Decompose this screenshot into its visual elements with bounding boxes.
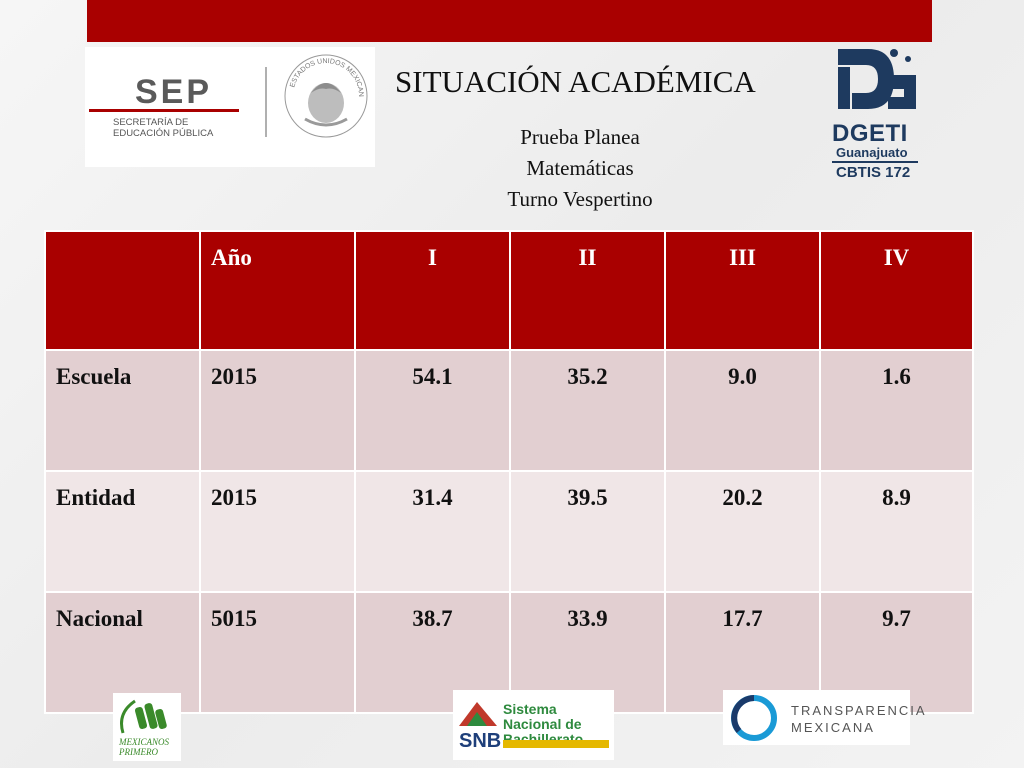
table-cell: 8.9: [819, 470, 974, 593]
snb-logo-name: Sistema Nacional de Bachillerato: [503, 701, 584, 747]
table-row: Escuela 2015 54.1 35.2 9.0 1.6: [44, 349, 974, 472]
table-cell: 1.6: [819, 349, 974, 472]
table-cell: 35.2: [509, 349, 666, 472]
dgeti-logo: DGETI Guanajuato CBTIS 172: [828, 45, 923, 185]
mexican-seal-icon: ESTADOS UNIDOS MEXICANOS: [283, 53, 368, 138]
header-cell: I: [354, 230, 511, 351]
row-label: Entidad: [44, 470, 201, 593]
logo-divider: [265, 67, 267, 137]
header-cell: IV: [819, 230, 974, 351]
top-accent-bar: [87, 0, 932, 42]
transparencia-line: TRANSPARENCIA: [791, 703, 927, 718]
transparencia-line: MEXICANA: [791, 720, 875, 735]
snb-emblem-icon: [459, 702, 497, 726]
row-year: 5015: [199, 591, 356, 714]
results-table: Año I II III IV Escuela 2015 54.1 35.2 9…: [44, 230, 974, 714]
transparencia-text: TRANSPARENCIA MEXICANA: [791, 702, 927, 736]
dgeti-logo-rule: [832, 161, 918, 163]
mexicanos-primero-icon: [120, 699, 167, 734]
header-cell: [44, 230, 201, 351]
mexicanos-primero-text: MEXICANOS PRIMERO: [119, 737, 169, 757]
dgeti-logo-school: CBTIS 172: [836, 164, 911, 181]
dgeti-logo-state: Guanajuato: [836, 145, 908, 160]
table-cell: 54.1: [354, 349, 511, 472]
table-cell: 31.4: [354, 470, 511, 593]
sep-logo-rule: [89, 109, 239, 112]
table-cell: 39.5: [509, 470, 666, 593]
header-cell: Año: [199, 230, 356, 351]
page-title: SITUACIÓN ACADÉMICA: [395, 64, 756, 99]
mexicanos-primero-logo: MEXICANOS PRIMERO: [113, 693, 181, 761]
sep-logo-name: SEP: [135, 73, 213, 111]
table-row: Entidad 2015 31.4 39.5 20.2 8.9: [44, 470, 974, 593]
subtitle-line: Prueba Planea: [520, 125, 640, 149]
page-subtitle: Prueba Planea Matemáticas Turno Vesperti…: [470, 122, 690, 215]
subtitle-line: Matemáticas: [526, 156, 634, 180]
row-year: 2015: [199, 470, 356, 593]
snb-logo: Sistema Nacional de Bachillerato SNB: [453, 690, 614, 760]
table-cell: 9.0: [664, 349, 821, 472]
table-header-row: Año I II III IV: [44, 230, 974, 351]
row-label: Escuela: [44, 349, 201, 472]
dgeti-emblem-icon: [838, 49, 916, 109]
sep-logo: SEP SECRETARÍA DE EDUCACIÓN PÚBLICA ESTA…: [85, 47, 375, 167]
row-year: 2015: [199, 349, 356, 472]
header-cell: III: [664, 230, 821, 351]
table-cell: 20.2: [664, 470, 821, 593]
snb-logo-abbr: SNB: [459, 730, 502, 752]
transparencia-ring-icon: [731, 695, 777, 741]
subtitle-line: Turno Vespertino: [507, 187, 653, 211]
dgeti-logo-name: DGETI: [832, 120, 908, 147]
snb-logo-stripe: [503, 740, 609, 748]
header-cell: II: [509, 230, 666, 351]
transparencia-mexicana-logo: TRANSPARENCIA MEXICANA: [723, 690, 925, 745]
sep-logo-subtitle: SECRETARÍA DE EDUCACIÓN PÚBLICA: [113, 117, 214, 139]
